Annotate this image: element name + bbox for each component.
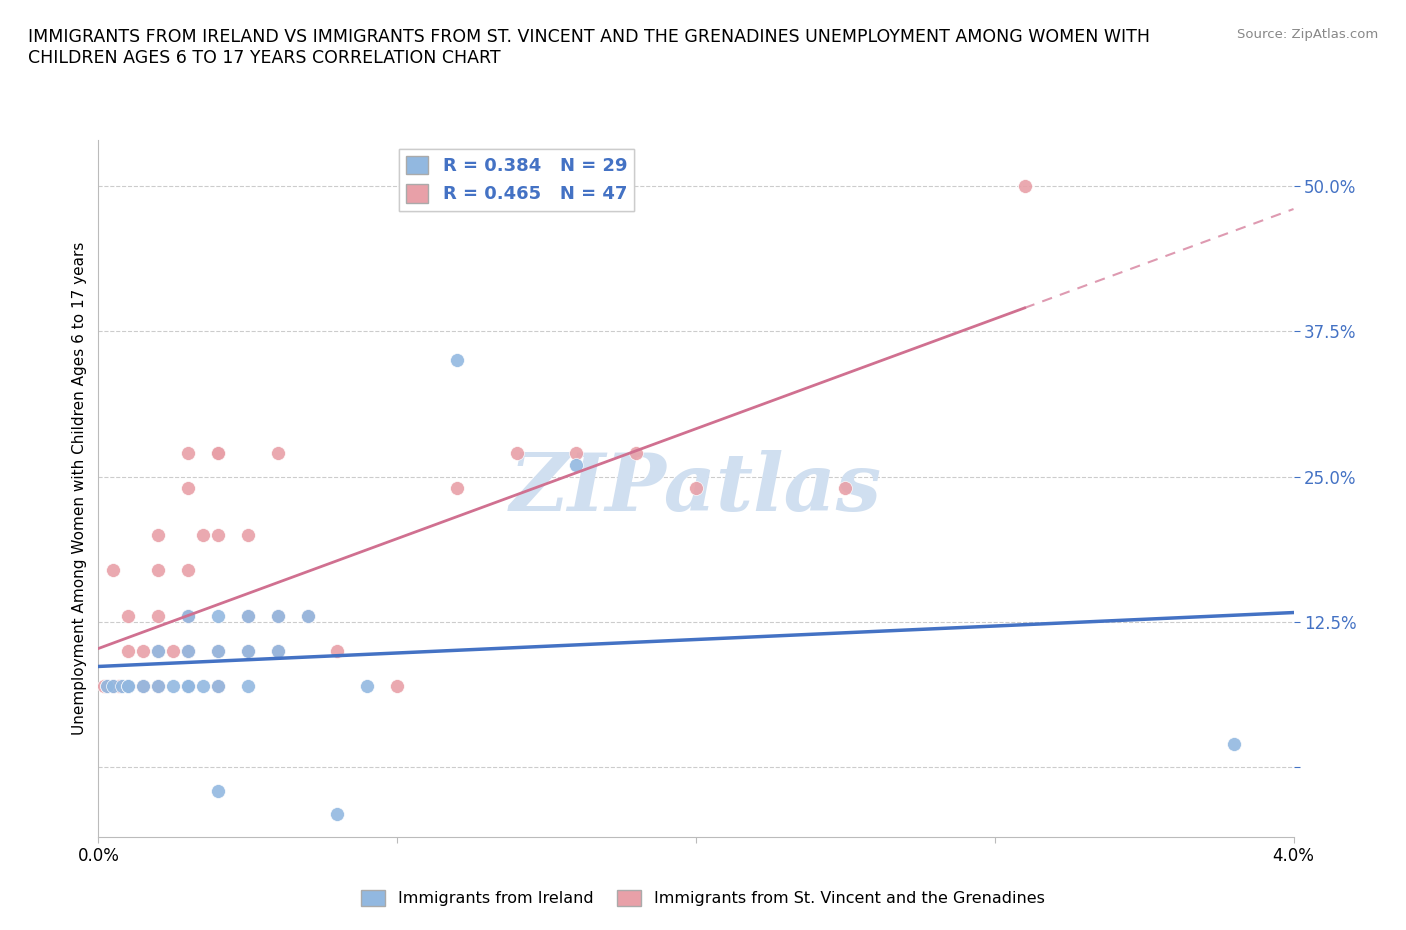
Point xyxy=(506,446,529,461)
Point xyxy=(177,644,200,658)
Point xyxy=(385,679,409,694)
Point xyxy=(207,446,229,461)
Point xyxy=(446,353,468,368)
Point xyxy=(111,679,134,694)
Point xyxy=(267,609,290,624)
Point xyxy=(207,527,229,542)
Point xyxy=(685,481,707,496)
Point xyxy=(148,644,170,658)
Point xyxy=(148,609,170,624)
Text: Source: ZipAtlas.com: Source: ZipAtlas.com xyxy=(1237,28,1378,41)
Point xyxy=(162,679,184,694)
Point xyxy=(236,644,259,658)
Point xyxy=(236,644,259,658)
Text: IMMIGRANTS FROM IRELAND VS IMMIGRANTS FROM ST. VINCENT AND THE GRENADINES UNEMPL: IMMIGRANTS FROM IRELAND VS IMMIGRANTS FR… xyxy=(28,28,1150,67)
Point xyxy=(148,679,170,694)
Point xyxy=(207,679,229,694)
Point xyxy=(117,609,139,624)
Point xyxy=(297,609,319,624)
Point xyxy=(207,644,229,658)
Legend: Immigrants from Ireland, Immigrants from St. Vincent and the Grenadines: Immigrants from Ireland, Immigrants from… xyxy=(354,884,1052,912)
Point xyxy=(177,609,200,624)
Text: ZIPatlas: ZIPatlas xyxy=(510,449,882,527)
Point xyxy=(267,644,290,658)
Point xyxy=(148,527,170,542)
Point xyxy=(207,783,229,798)
Point xyxy=(132,679,155,694)
Point xyxy=(103,562,125,577)
Point xyxy=(207,644,229,658)
Point xyxy=(132,679,155,694)
Point xyxy=(356,679,378,694)
Point xyxy=(565,446,588,461)
Point xyxy=(117,679,139,694)
Point xyxy=(207,446,229,461)
Point xyxy=(207,679,229,694)
Legend: R = 0.384   N = 29, R = 0.465   N = 47: R = 0.384 N = 29, R = 0.465 N = 47 xyxy=(399,149,634,211)
Point xyxy=(624,446,647,461)
Point xyxy=(565,458,588,472)
Point xyxy=(1222,737,1246,751)
Point xyxy=(148,644,170,658)
Point xyxy=(162,644,184,658)
Point xyxy=(297,609,319,624)
Point xyxy=(148,679,170,694)
Point xyxy=(148,679,170,694)
Point xyxy=(108,679,131,694)
Point xyxy=(236,679,259,694)
Point xyxy=(177,644,200,658)
Point xyxy=(834,481,856,496)
Point xyxy=(103,679,125,694)
Point xyxy=(103,679,125,694)
Point xyxy=(191,527,214,542)
Y-axis label: Unemployment Among Women with Children Ages 6 to 17 years: Unemployment Among Women with Children A… xyxy=(72,242,87,735)
Point xyxy=(177,562,200,577)
Point xyxy=(117,679,139,694)
Point xyxy=(117,679,139,694)
Point xyxy=(177,609,200,624)
Point xyxy=(177,644,200,658)
Point xyxy=(326,644,349,658)
Point xyxy=(191,679,214,694)
Point xyxy=(177,481,200,496)
Point xyxy=(446,481,468,496)
Point xyxy=(177,679,200,694)
Point xyxy=(207,609,229,624)
Point xyxy=(236,527,259,542)
Point xyxy=(96,679,118,694)
Point xyxy=(267,644,290,658)
Point xyxy=(148,562,170,577)
Point xyxy=(117,644,139,658)
Point xyxy=(1014,179,1036,193)
Point xyxy=(177,679,200,694)
Point xyxy=(177,446,200,461)
Point xyxy=(96,679,118,694)
Point xyxy=(236,609,259,624)
Point xyxy=(132,644,155,658)
Point xyxy=(236,609,259,624)
Point xyxy=(267,446,290,461)
Point xyxy=(117,679,139,694)
Point xyxy=(326,806,349,821)
Point xyxy=(267,609,290,624)
Point xyxy=(93,679,115,694)
Point xyxy=(177,679,200,694)
